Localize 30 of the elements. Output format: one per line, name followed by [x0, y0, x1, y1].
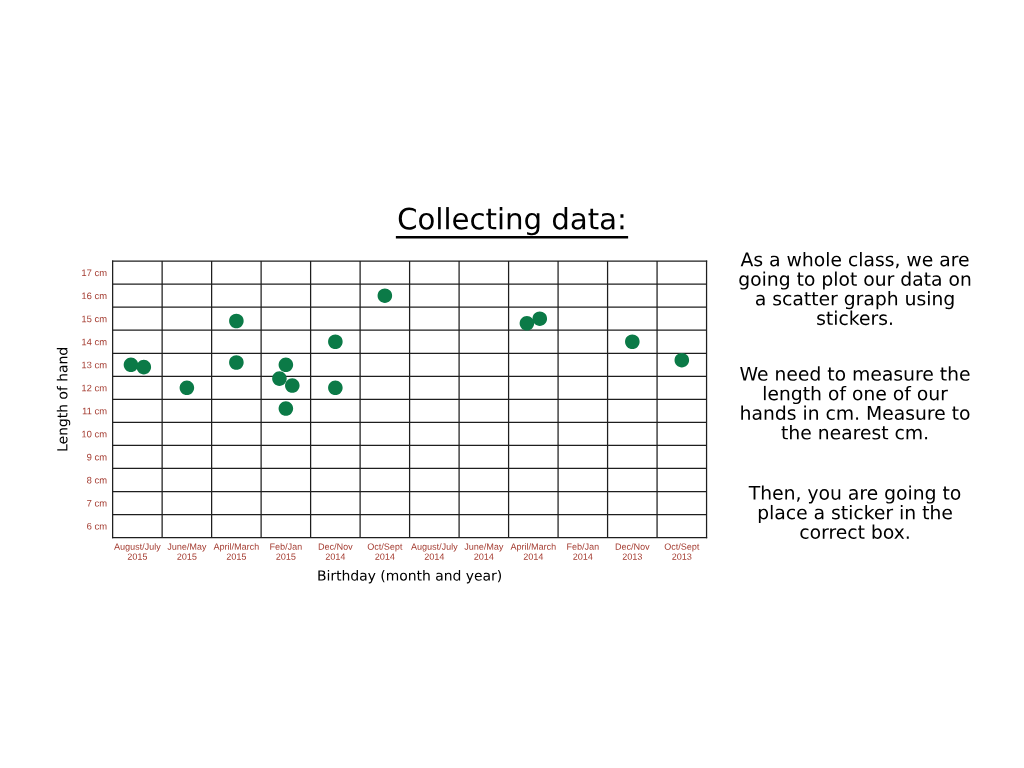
x-tick-label: Dec/Nov 2013	[615, 543, 650, 560]
x-tick-label: April/March 2014	[510, 543, 556, 560]
text: We need to measure the length of one of our hands in cm. Measure to the nearest cm.	[740, 366, 970, 440]
x-tick-label: August/July 2014	[411, 543, 458, 560]
y-tick-label: 7 cm	[87, 499, 107, 507]
y-tick-label: 8 cm	[87, 476, 107, 484]
y-tick-label: 12 cm	[82, 384, 107, 392]
x-tick-label: April/March 2015	[213, 543, 259, 560]
text: As a whole class, we are going to plot our data on a scatter graph using stickers.	[739, 251, 971, 326]
x-axis-title: Birthday (month and year)	[318, 569, 501, 584]
x-tick-label: Oct/Sept 2013	[664, 543, 700, 560]
chart-title: Collecting data:	[398, 207, 624, 236]
x-tick-label: Oct/Sept 2014	[367, 543, 403, 560]
y-tick-label: 10 cm	[82, 430, 107, 438]
y-axis-title: Length of hand	[56, 348, 71, 451]
y-tick-label: 9 cm	[87, 453, 107, 461]
y-tick-label: 13 cm	[82, 361, 107, 369]
y-tick-label: 6 cm	[87, 522, 107, 530]
y-tick-label: 11 cm	[82, 407, 107, 415]
x-tick-label: Dec/Nov 2014	[318, 543, 353, 560]
y-tick-label: 15 cm	[82, 315, 107, 323]
text: Then, you are going to place a sticker in the correct box.	[748, 485, 961, 540]
y-tick-label: 16 cm	[82, 292, 107, 300]
y-tick-label: 17 cm	[82, 269, 107, 277]
x-tick-label: June/May 2015	[167, 543, 207, 560]
x-tick-label: Feb/Jan 2015	[270, 543, 302, 560]
x-tick-label: August/July 2015	[114, 543, 161, 560]
y-tick-label: 14 cm	[82, 338, 107, 346]
x-tick-label: Feb/Jan 2014	[567, 543, 599, 560]
x-tick-label: June/May 2014	[464, 543, 504, 560]
